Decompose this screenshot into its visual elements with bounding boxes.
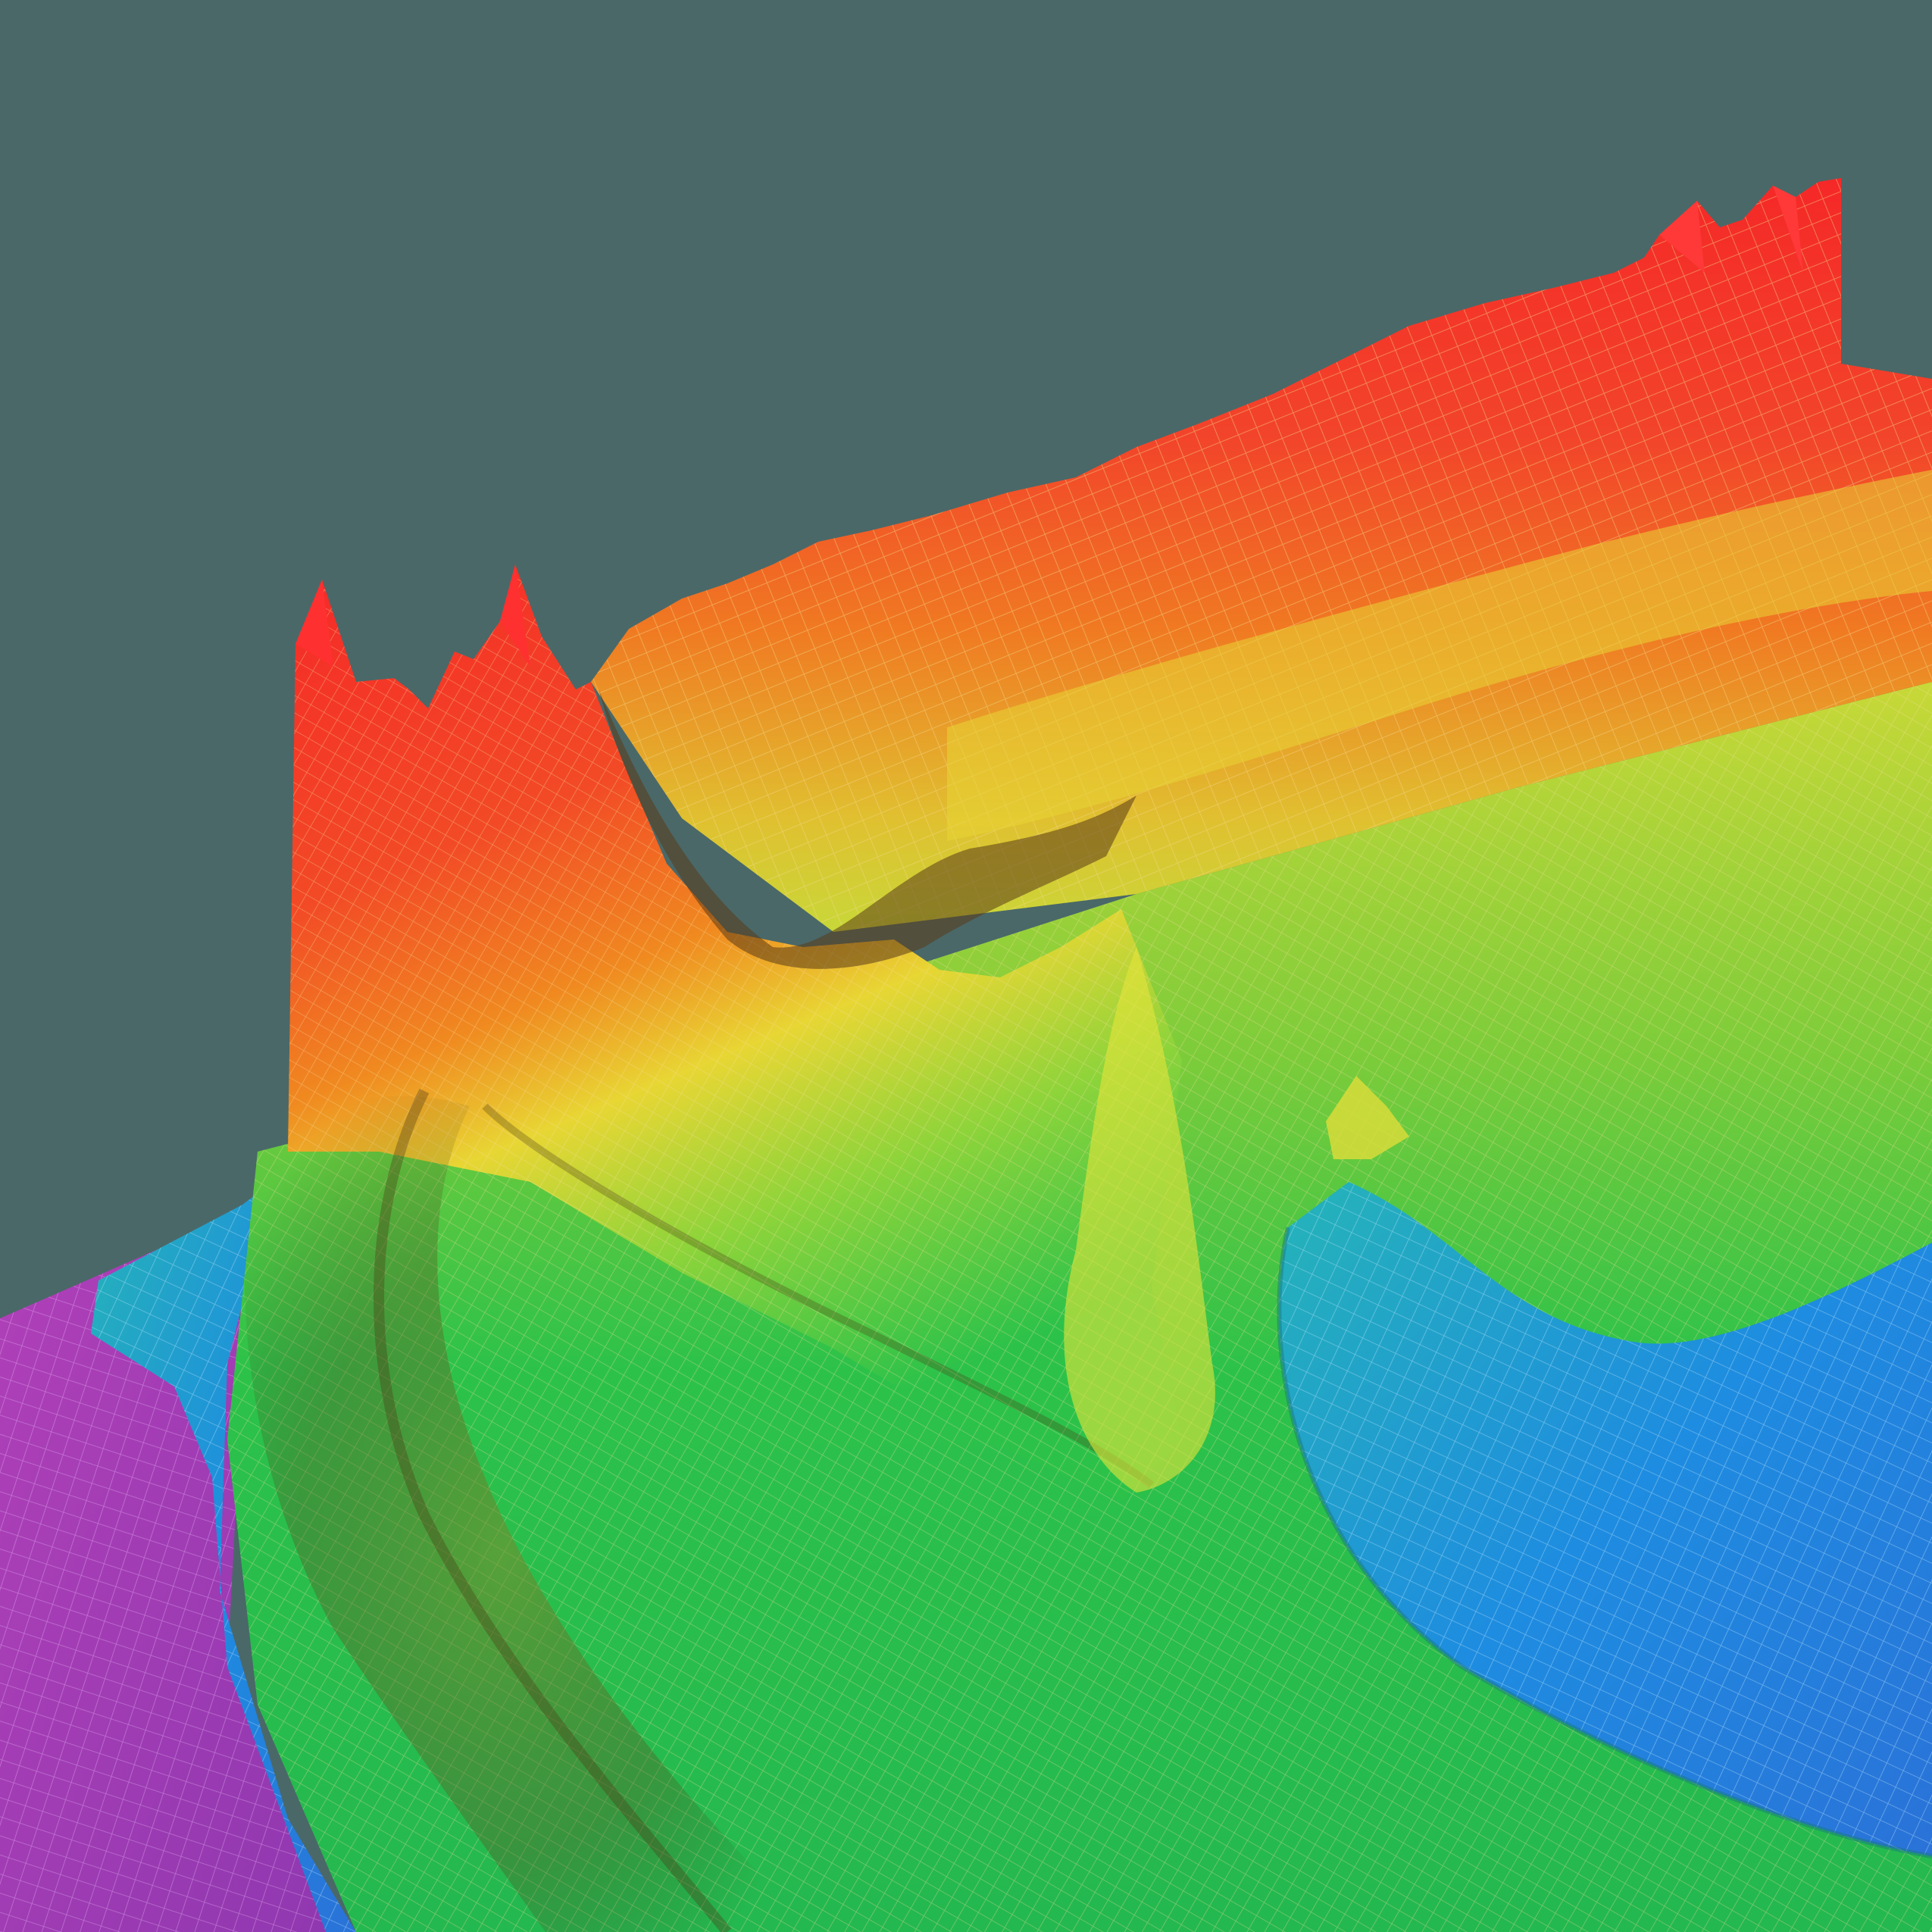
bowl-depression: [245, 1088, 1154, 1932]
back-plateau: [591, 178, 1932, 932]
low-band-right: [1277, 1182, 1932, 1859]
lowest-band: [0, 1212, 326, 1932]
peak-spikes: [295, 186, 1803, 667]
main-ridge: [288, 564, 1182, 1500]
central-saddle: [1064, 947, 1409, 1493]
low-band-left: [91, 1182, 356, 1932]
